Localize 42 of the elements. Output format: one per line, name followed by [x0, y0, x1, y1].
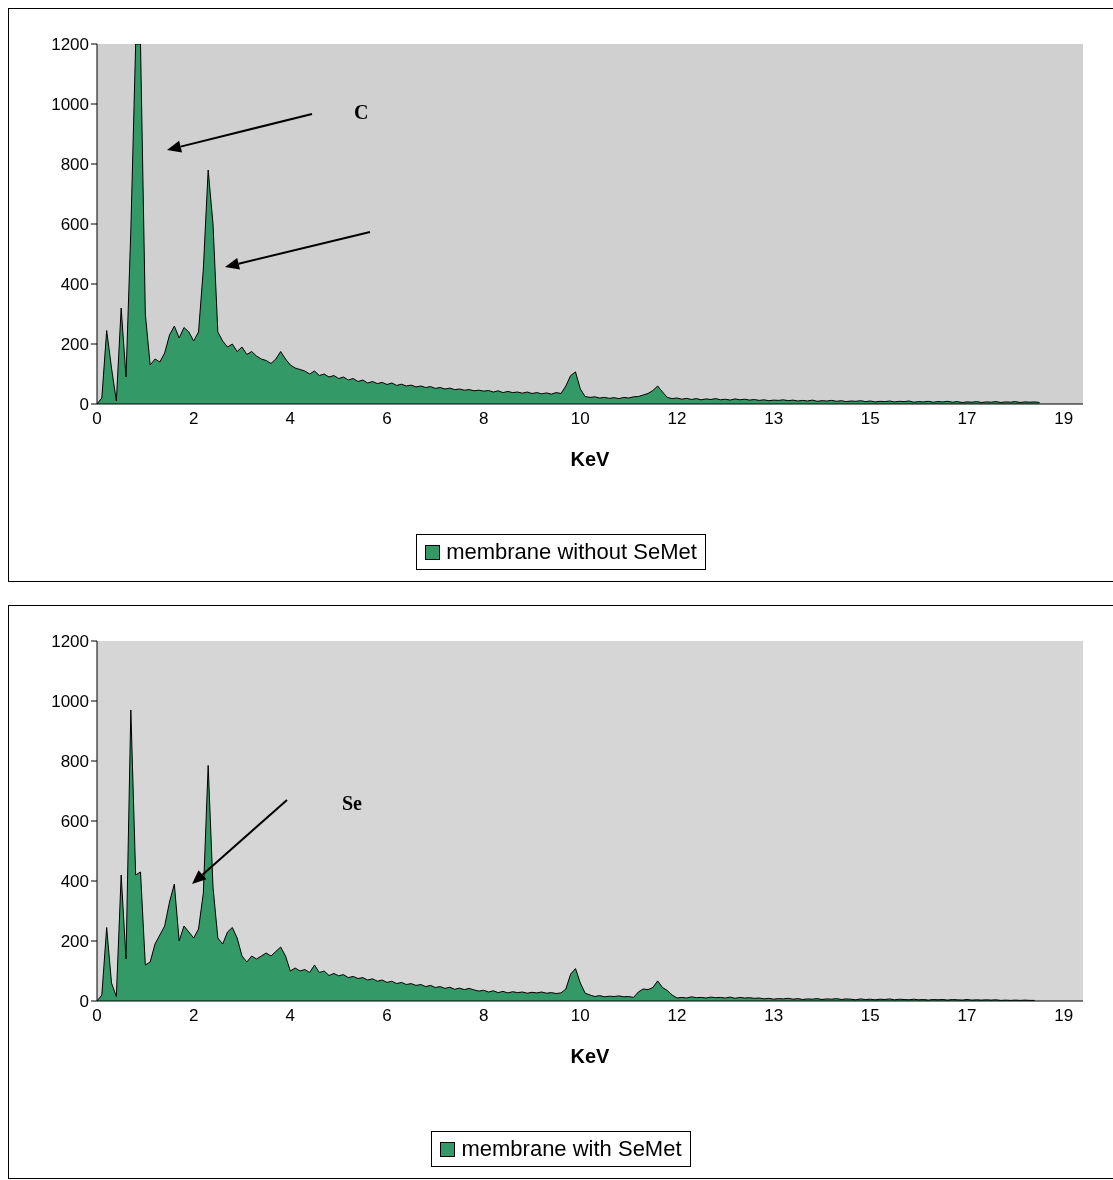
x-tick-label: 17: [957, 409, 977, 429]
y-tick-label: 200: [60, 932, 89, 952]
x-tick-label: 10: [570, 1006, 590, 1026]
x-tick-label: 13: [764, 1006, 784, 1026]
x-tick-label: 4: [285, 1006, 296, 1026]
x-axis-title: KeV: [570, 1045, 611, 1067]
x-tick-label: 4: [285, 409, 296, 429]
y-tick-label: 1200: [51, 632, 89, 652]
x-tick-label: 2: [188, 1006, 199, 1026]
y-tick-label: 600: [60, 215, 89, 235]
x-tick-label: 0: [92, 409, 102, 429]
x-tick-label: 19: [1054, 409, 1074, 429]
x-tick-label: 19: [1054, 1006, 1074, 1026]
legend-label: membrane without SeMet: [446, 539, 697, 565]
x-axis-title: KeV: [570, 448, 611, 470]
y-tick-label: 1000: [51, 95, 89, 115]
x-tick-label: 8: [478, 1006, 489, 1026]
legend-label: membrane with SeMet: [461, 1136, 682, 1162]
x-tick-label: 12: [667, 409, 687, 429]
x-tick-label: 0: [92, 1006, 102, 1026]
annotation: C: [354, 101, 369, 124]
x-tick-label: 13: [764, 409, 784, 429]
x-tick-label: 12: [667, 1006, 687, 1026]
y-tick-label: 0: [79, 395, 89, 415]
x-tick-label: 15: [860, 409, 880, 429]
x-tick-label: 10: [570, 409, 590, 429]
x-tick-label: 15: [860, 1006, 880, 1026]
x-tick-label: 2: [188, 409, 199, 429]
y-tick-label: 0: [79, 992, 89, 1012]
x-tick-label: 8: [478, 409, 489, 429]
annotation: Se: [342, 792, 362, 815]
y-tick-label: 800: [60, 752, 89, 772]
x-tick-label: 17: [957, 1006, 977, 1026]
x-tick-label: 6: [382, 409, 392, 429]
y-tick-label: 800: [60, 155, 89, 175]
y-tick-label: 400: [60, 872, 89, 892]
y-tick-label: 600: [60, 812, 89, 832]
y-tick-label: 1000: [51, 692, 89, 712]
y-tick-label: 1200: [51, 35, 89, 55]
y-tick-label: 200: [60, 335, 89, 355]
y-tick-label: 400: [60, 275, 89, 295]
x-tick-label: 6: [382, 1006, 392, 1026]
